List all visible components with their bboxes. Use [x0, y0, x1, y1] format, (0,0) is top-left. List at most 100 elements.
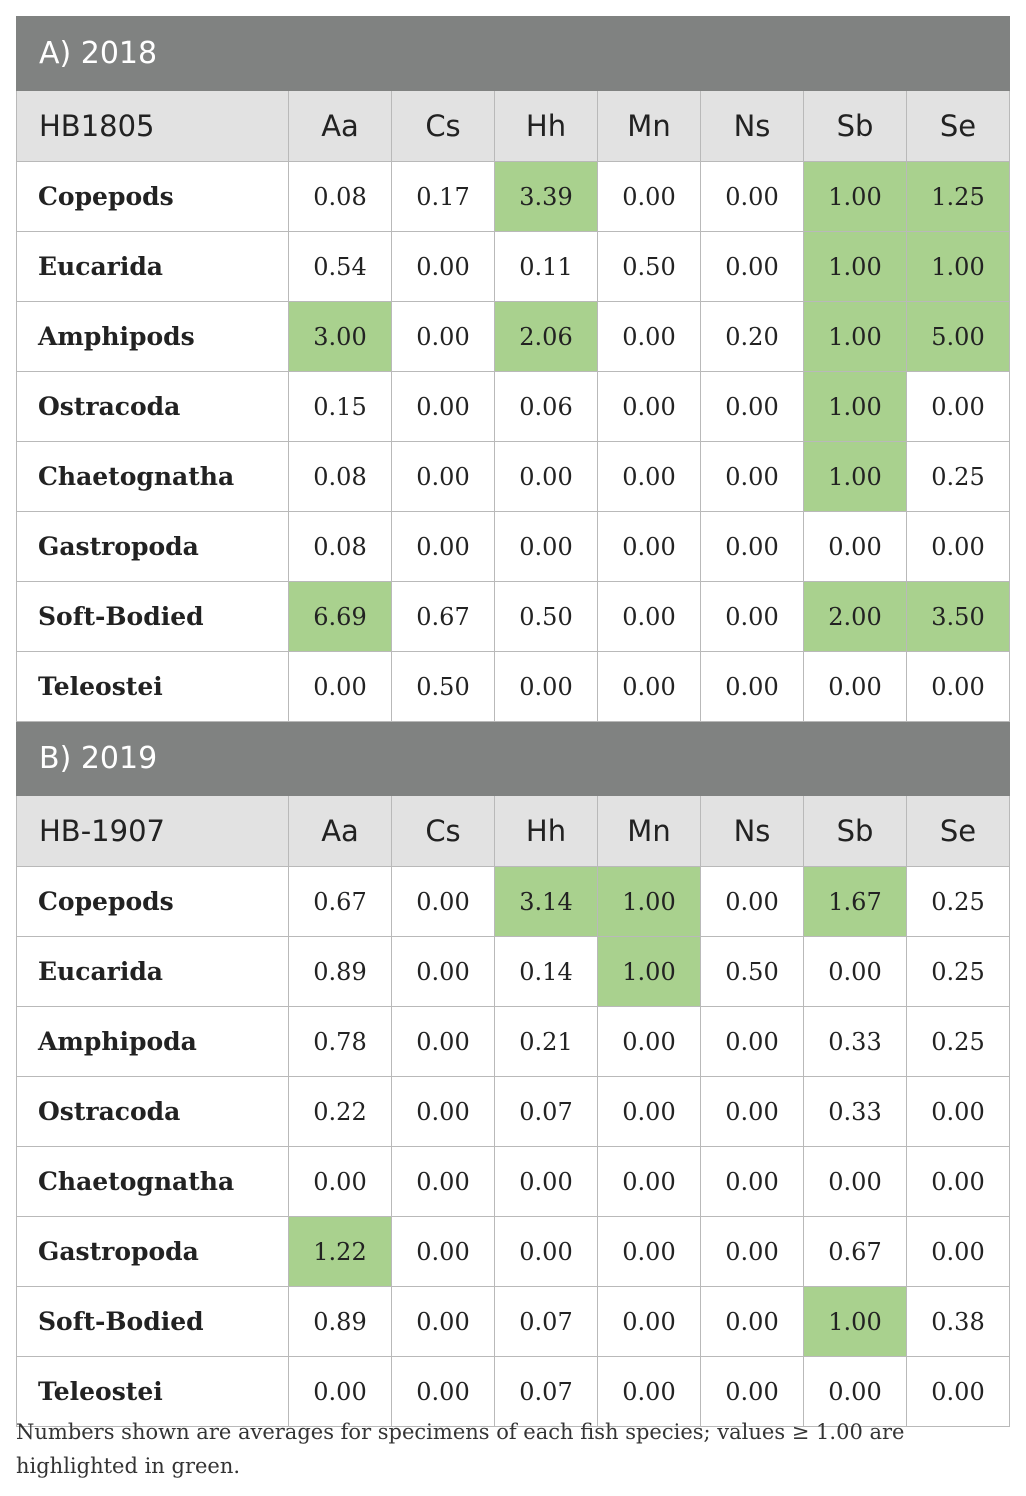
value-cell: 0.00 — [700, 1356, 804, 1427]
value-cell-highlighted: 1.00 — [803, 371, 907, 442]
value-cell: 0.07 — [494, 1286, 598, 1357]
prey-group-label: Amphipods — [16, 301, 289, 372]
value-cell: 0.00 — [288, 1146, 392, 1217]
table-row: Eucarida 0.54 0.00 0.11 0.50 0.00 1.00 1.00 — [16, 231, 1010, 302]
value-cell: 0.00 — [597, 371, 701, 442]
value-cell: 0.00 — [597, 581, 701, 652]
cruise-label: HB-1907 — [16, 795, 289, 867]
value-cell: 0.89 — [288, 936, 392, 1007]
prey-group-label: Ostracoda — [16, 1076, 289, 1147]
prey-group-label: Teleostei — [16, 651, 289, 722]
value-cell: 0.00 — [391, 1146, 495, 1217]
column-header-row: HB1805 Aa Cs Hh Mn Ns Sb Se — [16, 90, 1010, 162]
value-cell: 0.00 — [700, 866, 804, 937]
value-cell-highlighted: 6.69 — [288, 581, 392, 652]
value-cell: 0.00 — [288, 1356, 392, 1427]
value-cell: 0.78 — [288, 1006, 392, 1077]
value-cell: 0.00 — [700, 371, 804, 442]
value-cell-highlighted: 1.00 — [803, 301, 907, 372]
value-cell: 0.00 — [391, 441, 495, 512]
value-cell: 0.67 — [391, 581, 495, 652]
value-cell: 0.33 — [803, 1076, 907, 1147]
value-cell-highlighted: 1.00 — [803, 231, 907, 302]
value-cell-highlighted: 3.39 — [494, 161, 598, 232]
value-cell: 0.00 — [391, 1216, 495, 1287]
value-cell: 0.38 — [906, 1286, 1010, 1357]
value-cell-highlighted: 1.00 — [597, 866, 701, 937]
value-cell: 0.25 — [906, 441, 1010, 512]
value-cell-highlighted: 1.25 — [906, 161, 1010, 232]
value-cell: 0.00 — [700, 161, 804, 232]
value-cell: 0.00 — [906, 371, 1010, 442]
table-row: Amphipods 3.00 0.00 2.06 0.00 0.20 1.00 5.00 — [16, 301, 1010, 372]
species-column-header: Mn — [597, 90, 701, 162]
value-cell: 0.89 — [288, 1286, 392, 1357]
value-cell: 0.00 — [391, 371, 495, 442]
value-cell: 0.00 — [700, 1216, 804, 1287]
value-cell: 0.07 — [494, 1356, 598, 1427]
value-cell-highlighted: 1.00 — [906, 231, 1010, 302]
value-cell: 0.00 — [494, 511, 598, 582]
value-cell-highlighted: 1.00 — [597, 936, 701, 1007]
value-cell: 0.00 — [906, 1146, 1010, 1217]
species-column-header: Ns — [700, 795, 804, 867]
value-cell: 0.00 — [597, 301, 701, 372]
cruise-label: HB1805 — [16, 90, 289, 162]
value-cell: 0.00 — [700, 581, 804, 652]
value-cell: 0.00 — [700, 1146, 804, 1217]
value-cell: 0.25 — [906, 936, 1010, 1007]
value-cell: 0.00 — [391, 231, 495, 302]
species-column-header: Se — [906, 90, 1010, 162]
section-title: B) 2019 — [16, 721, 1010, 796]
prey-group-label: Ostracoda — [16, 371, 289, 442]
value-cell-highlighted: 3.00 — [288, 301, 392, 372]
value-cell: 0.00 — [906, 651, 1010, 722]
value-cell: 0.00 — [803, 1356, 907, 1427]
prey-group-label: Chaetognatha — [16, 441, 289, 512]
value-cell: 0.00 — [597, 1146, 701, 1217]
value-cell: 0.08 — [288, 161, 392, 232]
value-cell: 0.17 — [391, 161, 495, 232]
value-cell: 0.20 — [700, 301, 804, 372]
value-cell: 0.50 — [391, 651, 495, 722]
value-cell: 0.00 — [391, 1356, 495, 1427]
value-cell: 0.06 — [494, 371, 598, 442]
value-cell: 0.50 — [700, 936, 804, 1007]
value-cell: 0.50 — [494, 581, 598, 652]
value-cell-highlighted: 3.50 — [906, 581, 1010, 652]
table-row: Copepods 0.67 0.00 3.14 1.00 0.00 1.67 0.25 — [16, 866, 1010, 937]
value-cell-highlighted: 1.00 — [803, 1286, 907, 1357]
table-row: Teleostei 0.00 0.50 0.00 0.00 0.00 0.00 0.00 — [16, 651, 1010, 722]
section-header-row: A) 2018 — [16, 16, 1010, 91]
value-cell: 0.00 — [391, 1006, 495, 1077]
value-cell: 0.08 — [288, 441, 392, 512]
value-cell: 0.00 — [597, 511, 701, 582]
value-cell-highlighted: 1.67 — [803, 866, 907, 937]
value-cell: 0.00 — [700, 1006, 804, 1077]
value-cell-highlighted: 1.00 — [803, 441, 907, 512]
value-cell: 0.22 — [288, 1076, 392, 1147]
value-cell: 0.00 — [391, 866, 495, 937]
value-cell: 0.00 — [494, 441, 598, 512]
value-cell: 0.00 — [597, 441, 701, 512]
table-row: Gastropoda 0.08 0.00 0.00 0.00 0.00 0.00 0.00 — [16, 511, 1010, 582]
diet-table: A) 2018 HB1805 Aa Cs Hh Mn Ns Sb Se Copepods 0.08 0… — [16, 16, 1010, 1427]
species-column-header: Hh — [494, 90, 598, 162]
value-cell: 0.00 — [494, 651, 598, 722]
table-row: Gastropoda 1.22 0.00 0.00 0.00 0.00 0.67 0.00 — [16, 1216, 1010, 1287]
value-cell: 0.07 — [494, 1076, 598, 1147]
value-cell: 0.00 — [700, 441, 804, 512]
value-cell: 0.00 — [803, 651, 907, 722]
value-cell: 0.11 — [494, 231, 598, 302]
table-row: Eucarida 0.89 0.00 0.14 1.00 0.50 0.00 0.25 — [16, 936, 1010, 1007]
value-cell: 0.00 — [803, 511, 907, 582]
species-column-header: Se — [906, 795, 1010, 867]
value-cell: 0.00 — [700, 1076, 804, 1147]
table-row: Chaetognatha 0.00 0.00 0.00 0.00 0.00 0.00 0.00 — [16, 1146, 1010, 1217]
value-cell: 0.00 — [803, 1146, 907, 1217]
table-row: Teleostei 0.00 0.00 0.07 0.00 0.00 0.00 0.00 — [16, 1356, 1010, 1427]
prey-group-label: Eucarida — [16, 936, 289, 1007]
value-cell-highlighted: 1.00 — [803, 161, 907, 232]
value-cell: 0.00 — [391, 301, 495, 372]
section-header-row: B) 2019 — [16, 721, 1010, 796]
